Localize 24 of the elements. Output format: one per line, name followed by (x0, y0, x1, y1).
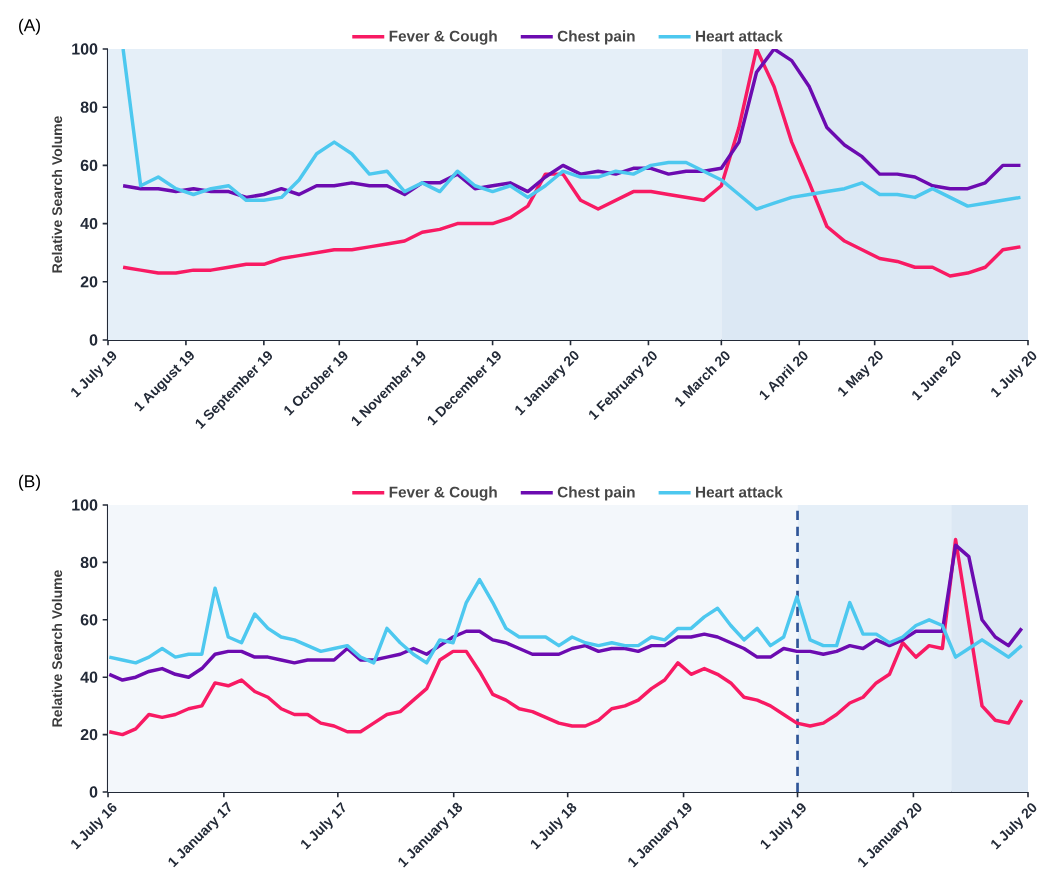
y-tick-label: 100 (72, 43, 98, 55)
y-tick-label: 80 (80, 101, 98, 113)
y-tick-label: 20 (80, 728, 98, 741)
legend-label: Chest pain (557, 486, 635, 501)
y-axis-title: Relative Search Volume (51, 570, 63, 727)
x-tick-label: 1 May 20 (838, 350, 883, 397)
legend-label: Fever & Cough (389, 30, 497, 45)
y-tick-label: 0 (89, 334, 98, 346)
y-tick-label: 20 (80, 276, 98, 288)
legend-label: Fever & Cough (389, 486, 497, 501)
y-tick-label: 40 (80, 671, 98, 683)
y-axis-title: Relative Search Volume (51, 116, 63, 273)
line-series (108, 537, 1024, 737)
chart-title: (B) (19, 474, 40, 491)
y-tick-label: 60 (80, 614, 98, 626)
y-tick-label: 80 (80, 556, 98, 569)
legend-label: Heart attack (696, 30, 783, 42)
legend-label: Heart attack (696, 486, 783, 498)
chart-title: (A) (19, 18, 40, 35)
y-tick-label: 60 (80, 159, 98, 172)
y-tick-label: 0 (89, 786, 98, 798)
y-tick-label: 40 (80, 217, 98, 230)
legend-label: Chest pain (557, 30, 635, 45)
y-tick-label: 100 (72, 499, 98, 511)
